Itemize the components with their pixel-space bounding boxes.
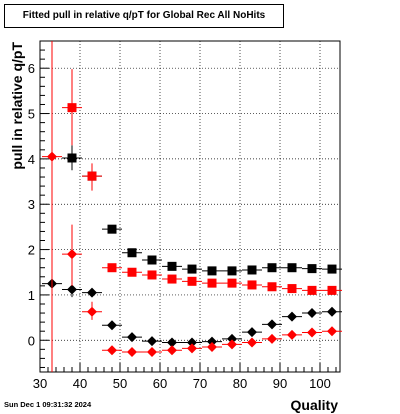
- diamond-marker: [287, 329, 297, 340]
- diamond-marker: [167, 337, 177, 348]
- square-marker: [167, 261, 177, 271]
- diamond-marker: [327, 326, 337, 337]
- square-marker: [87, 171, 97, 181]
- square-marker: [187, 276, 197, 286]
- square-marker: [247, 265, 257, 275]
- diamond-marker: [187, 343, 197, 354]
- diamond-marker: [327, 306, 337, 317]
- y-tick-label: 6: [28, 61, 35, 76]
- diamond-marker: [207, 336, 217, 347]
- axis-ticks: 30 40 50 60 70 80 90 100 0 1 2 3 4 5 6: [28, 49, 337, 391]
- y-axis-label: pull in relative q/pT: [9, 42, 25, 170]
- chart-title: Fitted pull in relative q/pT for Global …: [4, 4, 284, 28]
- square-marker: [127, 248, 137, 258]
- diamond-marker: [107, 345, 117, 356]
- x-tick-label: 30: [33, 376, 47, 391]
- square-marker: [127, 267, 137, 277]
- series-0: [62, 145, 342, 276]
- y-tick-label: 0: [28, 333, 35, 348]
- square-marker: [267, 263, 277, 273]
- diamond-marker: [127, 332, 137, 343]
- y-tick-label: 5: [28, 107, 35, 122]
- diamond-marker: [67, 249, 77, 260]
- diamond-marker: [167, 345, 177, 356]
- square-marker: [327, 285, 337, 295]
- diamond-marker: [287, 311, 297, 322]
- diamond-marker: [307, 327, 317, 338]
- square-marker: [107, 224, 117, 234]
- y-tick-label: 1: [28, 288, 35, 303]
- x-tick-label: 100: [309, 376, 331, 391]
- grid: [40, 41, 340, 372]
- square-marker: [287, 263, 297, 273]
- diamond-marker: [147, 347, 157, 358]
- diamond-marker: [267, 319, 277, 330]
- y-tick-label: 3: [28, 197, 35, 212]
- square-marker: [167, 274, 177, 284]
- y-tick-label: 4: [28, 152, 35, 167]
- diamond-marker: [67, 284, 77, 295]
- square-marker: [287, 284, 297, 294]
- series-1: [62, 69, 342, 295]
- square-marker: [227, 278, 237, 288]
- diamond-marker: [187, 337, 197, 348]
- square-marker: [247, 280, 257, 290]
- square-marker: [67, 103, 77, 113]
- diamond-marker: [47, 151, 57, 162]
- x-axis-label: Quality: [291, 397, 339, 413]
- series-3: [42, 41, 342, 372]
- square-marker: [307, 285, 317, 295]
- diamond-marker: [227, 339, 237, 350]
- square-marker: [227, 266, 237, 276]
- diamond-marker: [107, 320, 117, 331]
- diamond-marker: [247, 337, 257, 348]
- x-tick-label: 60: [153, 376, 167, 391]
- diamond-marker: [307, 308, 317, 319]
- diamond-marker: [207, 342, 217, 353]
- diamond-marker: [87, 306, 97, 317]
- diamond-marker: [147, 336, 157, 347]
- diamond-marker: [87, 287, 97, 298]
- x-tick-label: 70: [193, 376, 207, 391]
- square-marker: [207, 278, 217, 288]
- square-marker: [187, 264, 197, 274]
- diamond-marker: [247, 327, 257, 338]
- square-marker: [147, 255, 157, 265]
- diamond-marker: [127, 347, 137, 358]
- plot-frame: [39, 40, 341, 373]
- x-tick-label: 80: [233, 376, 247, 391]
- diamond-marker: [267, 333, 277, 344]
- square-marker: [307, 264, 317, 274]
- timestamp: Sun Dec 1 09:31:32 2024: [4, 400, 92, 409]
- x-tick-label: 40: [73, 376, 87, 391]
- x-tick-label: 90: [273, 376, 287, 391]
- data-marks: [42, 41, 342, 372]
- square-marker: [147, 270, 157, 280]
- square-marker: [207, 266, 217, 276]
- square-marker: [327, 264, 337, 274]
- x-tick-label: 50: [113, 376, 127, 391]
- y-tick-label: 2: [28, 243, 35, 258]
- square-marker: [267, 282, 277, 292]
- diamond-marker: [227, 333, 237, 344]
- square-marker: [67, 153, 77, 163]
- square-marker: [107, 263, 117, 273]
